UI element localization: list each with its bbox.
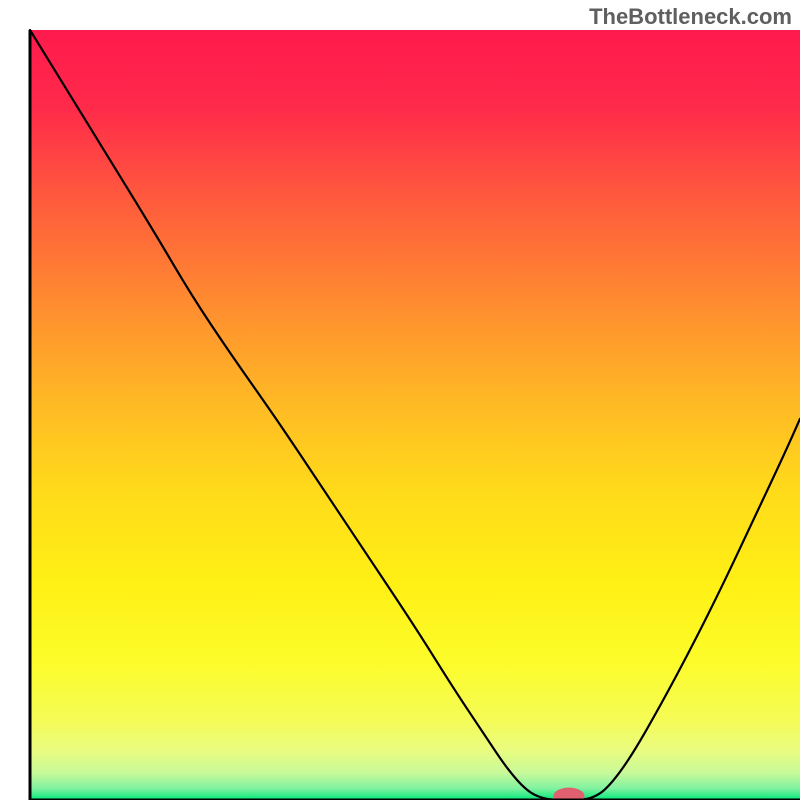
- optimal-marker: [554, 788, 584, 800]
- chart-container: TheBottleneck.com: [0, 0, 800, 800]
- bottleneck-chart: [0, 0, 800, 800]
- gradient-background: [30, 30, 800, 800]
- watermark-text: TheBottleneck.com: [589, 4, 792, 30]
